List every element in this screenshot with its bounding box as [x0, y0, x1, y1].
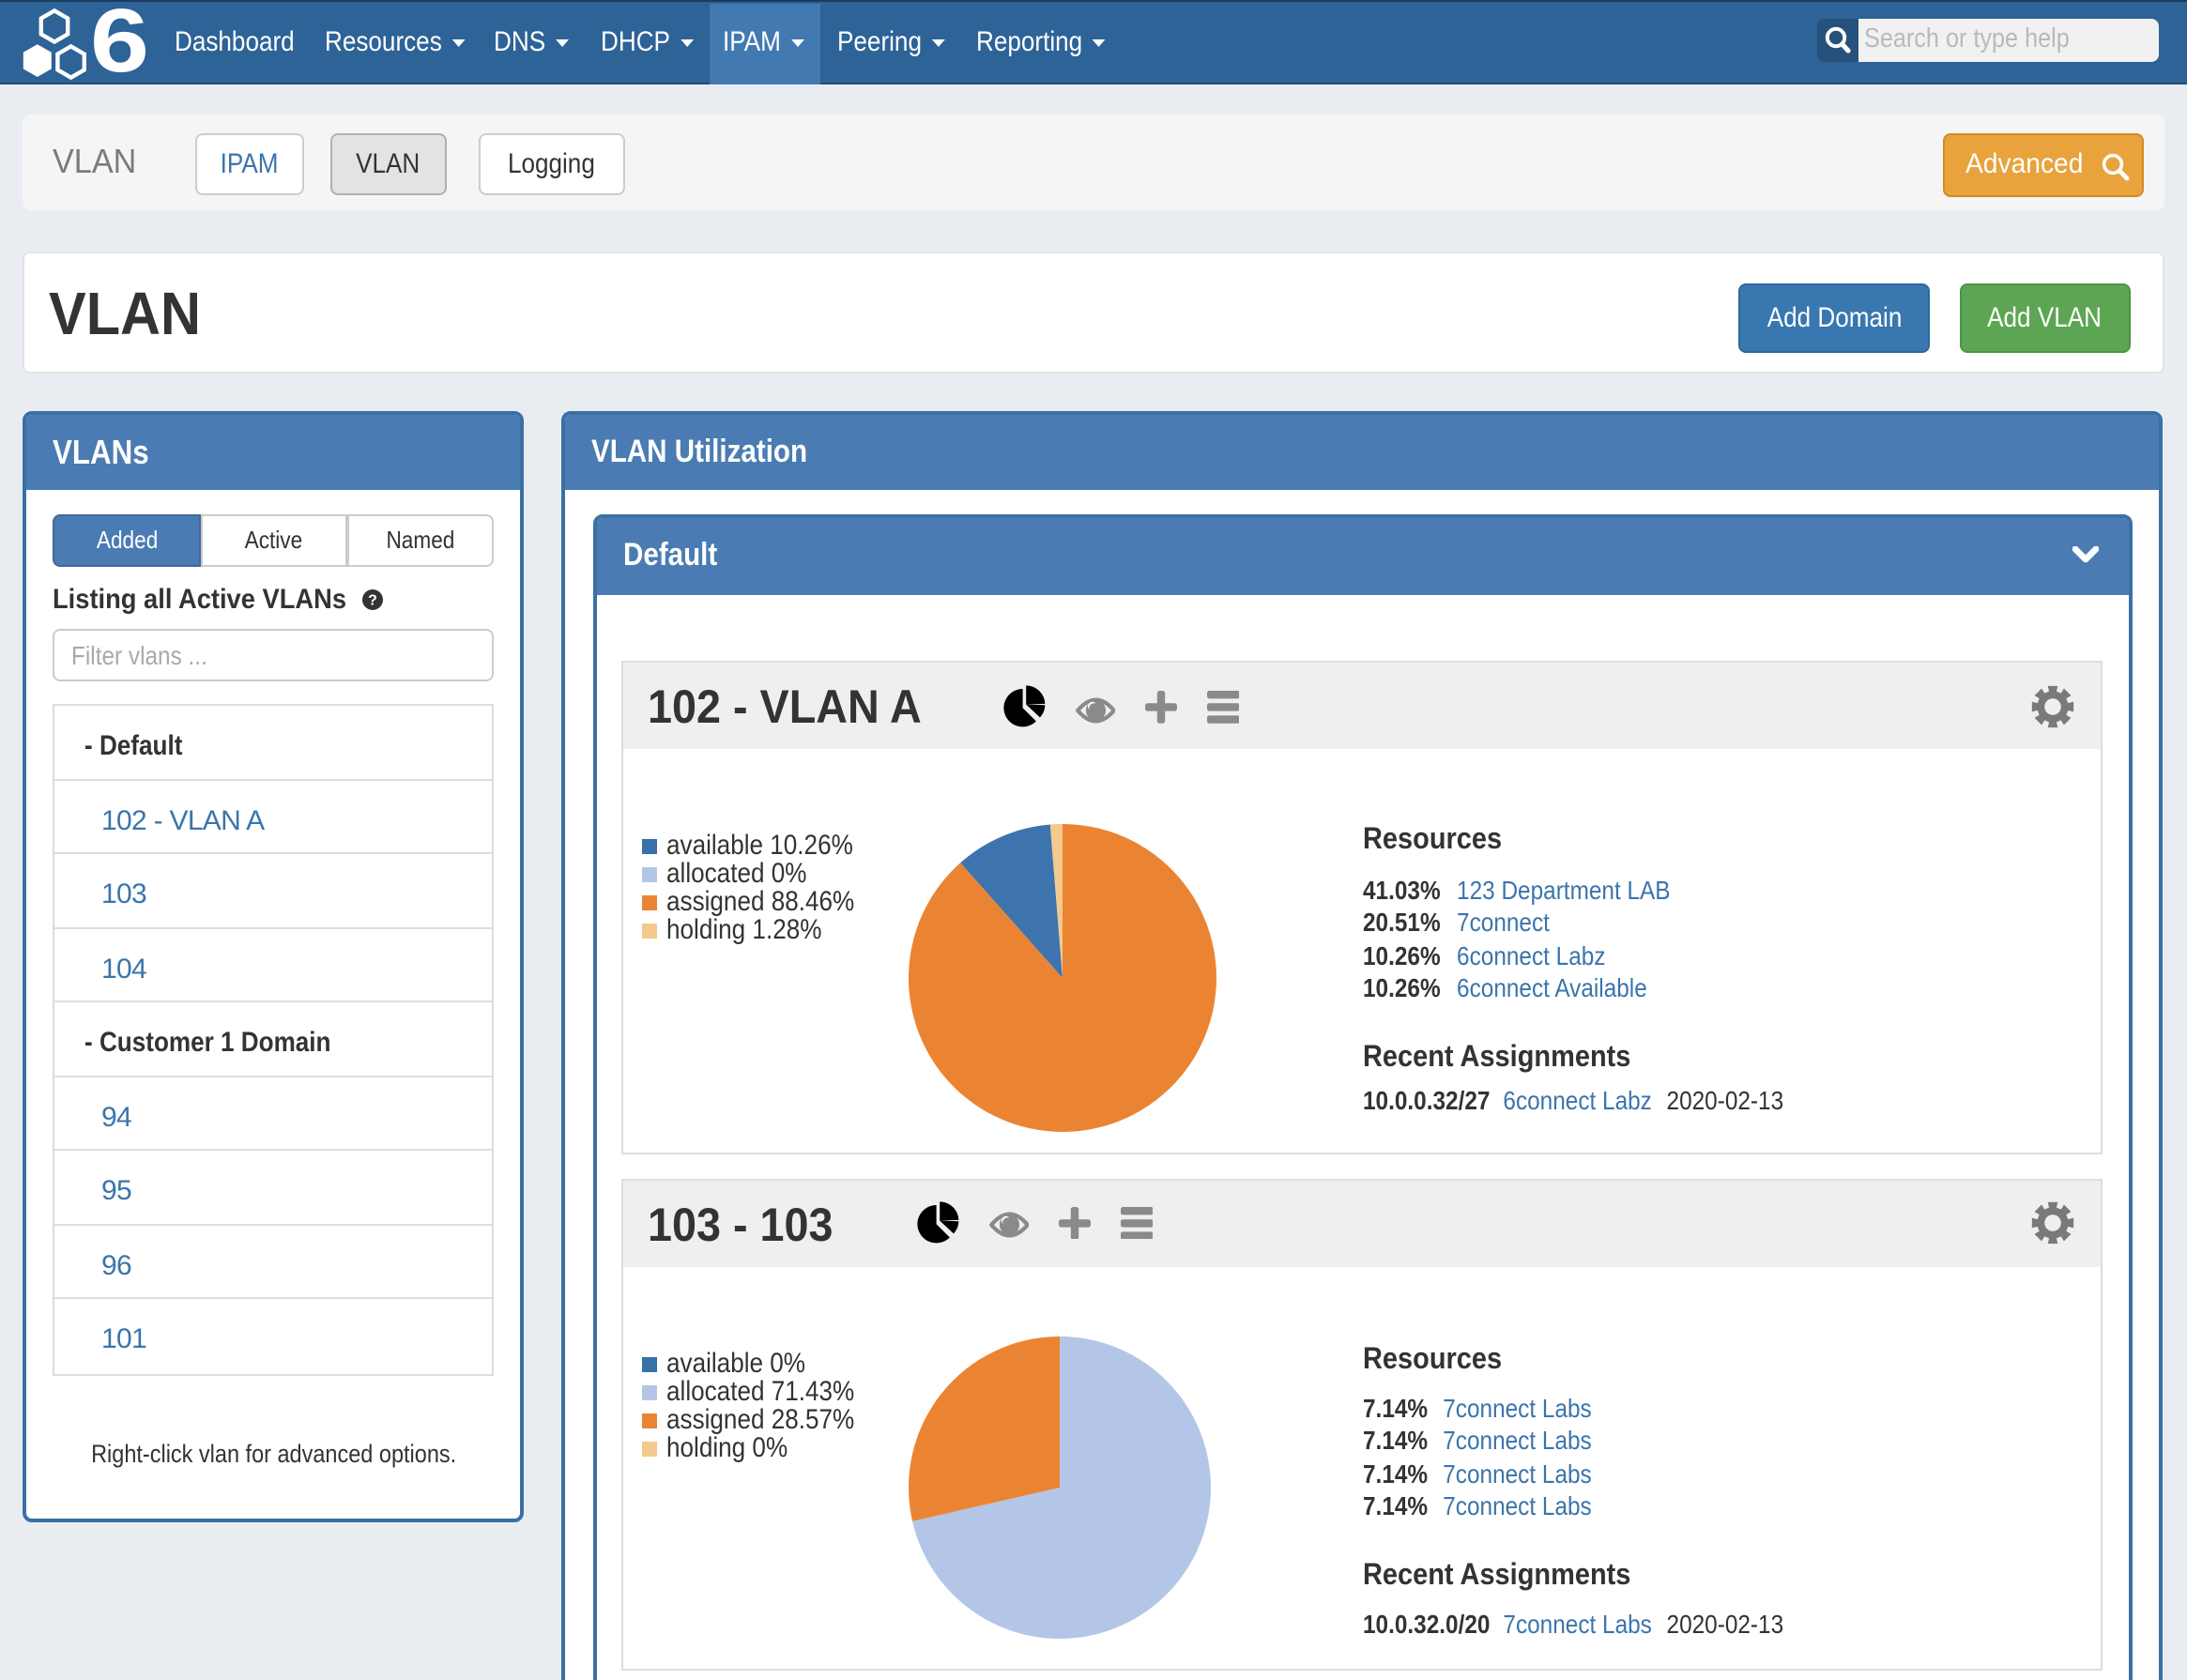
svg-text:?: ? [367, 593, 376, 609]
